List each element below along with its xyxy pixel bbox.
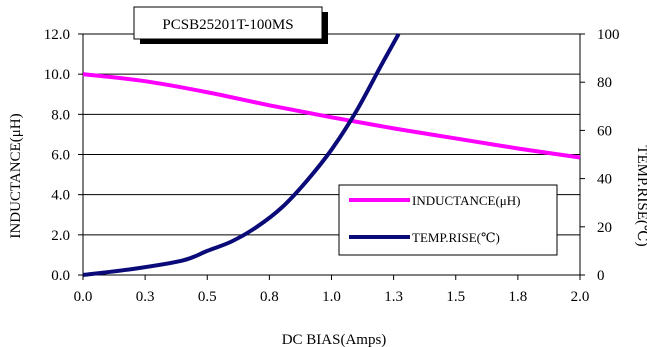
y-left-tick-label: 10.0 [44,67,70,83]
y-right-tick-label: 0 [597,268,605,284]
x-tick-label: 0.3 [136,289,155,305]
chart-title: PCSB25201T-100MS [162,17,293,33]
series-layer [82,33,581,277]
x-tick-label: 0.8 [260,289,279,305]
x-tick-label: 0.5 [198,289,217,305]
x-tick-label: 1.5 [446,289,465,305]
x-axis-title: DC BIAS(Amps) [282,332,387,347]
x-tick-label: 2.0 [571,289,590,305]
series-line-inductance [82,72,581,160]
x-axis-ticks: 0.0 0.3 0.5 0.8 1.0 1.3 1.5 1.8 2.0 [74,275,590,305]
series-line-temp-rise [82,33,401,277]
y-left-axis-title: INDUCTANCE(μH) [8,113,24,238]
legend: INDUCTANCE(μH) TEMP.RISE(℃) [338,184,558,256]
y-right-tick-label: 80 [597,75,612,91]
x-tick-label: 1.0 [322,289,341,305]
y-left-tick-label: 6.0 [51,148,70,164]
chart-title-box: PCSB25201T-100MS [133,6,328,44]
y-right-tick-label: 40 [597,172,612,188]
y-left-tick-label: 0.0 [51,268,70,284]
x-tick-label: 1.3 [384,289,403,305]
x-tick-label: 1.8 [509,289,528,305]
y-left-tick-label: 8.0 [51,107,70,123]
y-right-tick-label: 60 [597,123,612,139]
y-left-tick-label: 4.0 [51,188,70,204]
y-left-axis-ticks: 0.0 2.0 4.0 6.0 8.0 10.0 12.0 [44,27,83,284]
y-left-tick-label: 2.0 [51,228,70,244]
y-right-tick-label: 20 [597,220,612,236]
legend-label-temp-rise: TEMP.RISE(℃) [412,230,500,245]
y-right-tick-label: 100 [597,27,620,43]
y-right-axis-ticks: 0 20 40 60 80 100 [580,27,620,284]
legend-label-inductance: INDUCTANCE(μH) [412,193,520,208]
title-frame [133,6,323,40]
y-right-axis-title: TEMP.RISE(℃) [634,145,647,246]
y-left-tick-label: 12.0 [44,27,70,43]
legend-frame [338,184,558,256]
x-tick-label: 0.0 [74,289,93,305]
